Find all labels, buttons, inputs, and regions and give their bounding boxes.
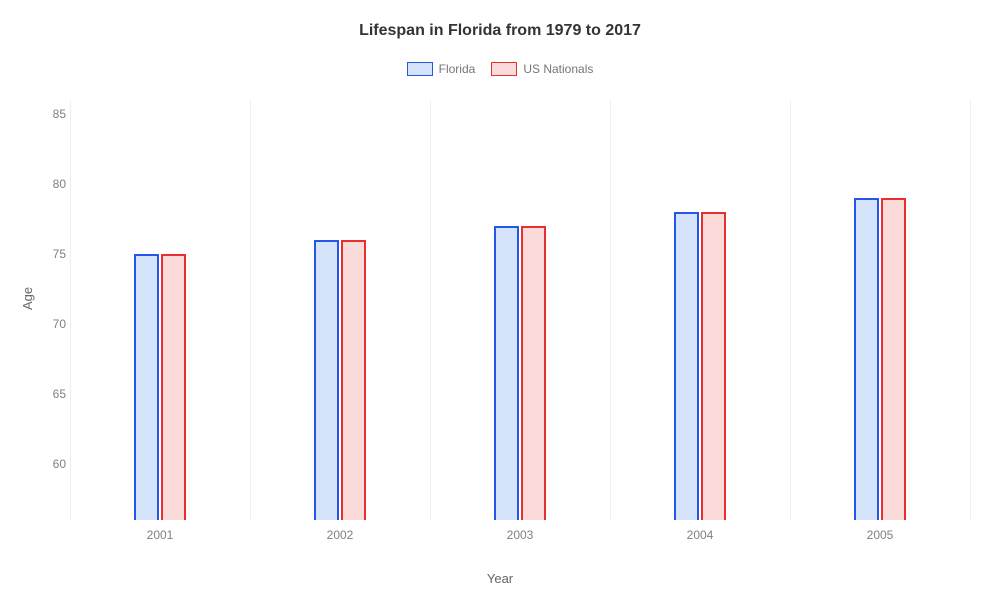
chart-container: Lifespan in Florida from 1979 to 2017 Fl… xyxy=(0,0,1000,600)
bar xyxy=(341,240,366,520)
bar xyxy=(134,254,159,520)
legend-item-1: US Nationals xyxy=(491,62,593,76)
x-tick: 2005 xyxy=(867,528,894,542)
bar xyxy=(494,226,519,520)
legend: Florida US Nationals xyxy=(0,62,1000,76)
y-tick: 80 xyxy=(36,177,66,191)
bar xyxy=(881,198,906,520)
y-axis-label: Age xyxy=(20,287,35,310)
bar xyxy=(521,226,546,520)
grid-line xyxy=(250,100,251,520)
grid-line xyxy=(790,100,791,520)
bar xyxy=(701,212,726,520)
legend-label: Florida xyxy=(439,62,476,76)
x-tick: 2001 xyxy=(147,528,174,542)
x-tick: 2003 xyxy=(507,528,534,542)
legend-swatch xyxy=(407,62,433,76)
legend-item-0: Florida xyxy=(407,62,476,76)
plot-area: 60657075808520012002200320042005 xyxy=(70,100,970,520)
bar xyxy=(161,254,186,520)
bar xyxy=(674,212,699,520)
x-tick: 2002 xyxy=(327,528,354,542)
y-tick: 60 xyxy=(36,457,66,471)
bar xyxy=(314,240,339,520)
x-tick: 2004 xyxy=(687,528,714,542)
chart-title: Lifespan in Florida from 1979 to 2017 xyxy=(0,0,1000,40)
bar xyxy=(854,198,879,520)
legend-swatch xyxy=(491,62,517,76)
x-axis-label: Year xyxy=(0,571,1000,586)
grid-line xyxy=(70,100,71,520)
grid-line xyxy=(610,100,611,520)
legend-label: US Nationals xyxy=(523,62,593,76)
y-tick: 70 xyxy=(36,317,66,331)
grid-line xyxy=(970,100,971,520)
y-tick: 75 xyxy=(36,247,66,261)
y-tick: 85 xyxy=(36,107,66,121)
y-tick: 65 xyxy=(36,387,66,401)
grid-line xyxy=(430,100,431,520)
